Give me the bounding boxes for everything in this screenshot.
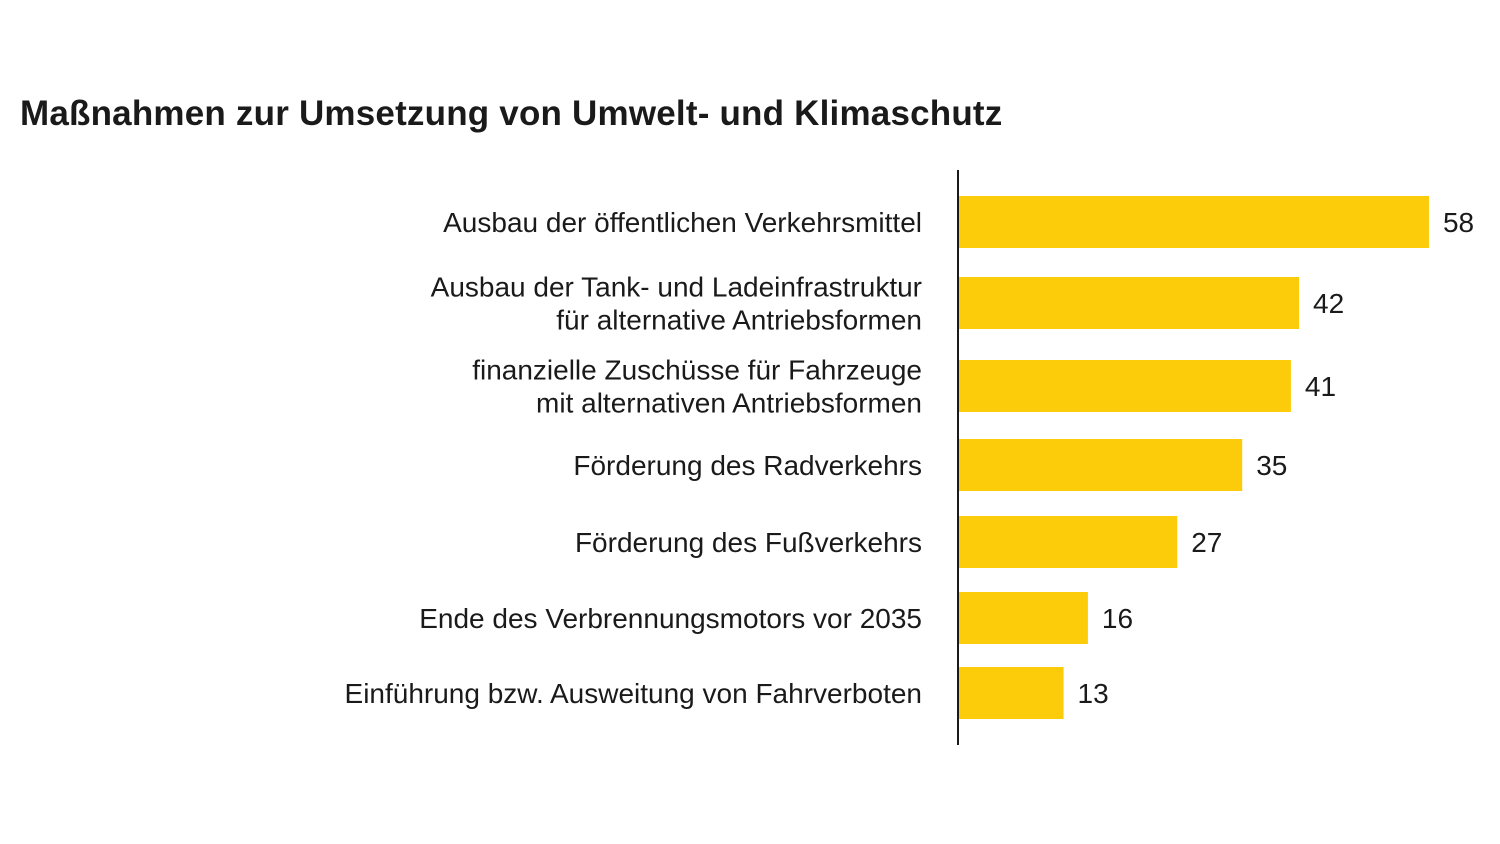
bar-3 — [958, 360, 1291, 412]
category-label-2-line-2: für alternative Antriebsformen — [556, 305, 922, 336]
bar-4 — [958, 439, 1243, 491]
category-label-5: Förderung des Fußverkehrs — [575, 527, 922, 558]
bar-1 — [958, 196, 1429, 248]
bars-layer — [958, 196, 1429, 719]
category-label-1: Ausbau der öffentlichen Verkehrsmittel — [443, 207, 922, 238]
bar-5 — [958, 516, 1178, 568]
category-label-7: Einführung bzw. Ausweitung von Fahrverbo… — [345, 678, 922, 709]
value-label-7: 13 — [1078, 678, 1109, 709]
value-labels: 58 42 41 35 27 16 13 — [1078, 207, 1475, 709]
bar-6 — [958, 592, 1088, 644]
category-labels: Ausbau der öffentlichen Verkehrsmittel Au… — [345, 207, 922, 709]
category-label-2-line-1: Ausbau der Tank- und Ladeinfrastruktur — [431, 272, 922, 303]
value-label-6: 16 — [1102, 603, 1133, 634]
bar-2 — [958, 277, 1300, 329]
bar-7 — [958, 667, 1064, 719]
value-label-2: 42 — [1313, 288, 1344, 319]
value-label-4: 35 — [1256, 450, 1287, 481]
value-label-1: 58 — [1443, 207, 1474, 238]
chart-title: Maßnahmen zur Umsetzung von Umwelt- und … — [20, 94, 1003, 133]
category-label-4: Förderung des Radverkehrs — [573, 450, 922, 481]
value-label-3: 41 — [1305, 371, 1336, 402]
category-label-6: Ende des Verbrennungsmotors vor 2035 — [419, 603, 922, 634]
category-label-3-line-2: mit alternativen Antriebsformen — [536, 388, 922, 419]
category-label-3-line-1: finanzielle Zuschüsse für Fahrzeuge — [472, 355, 922, 386]
value-label-5: 27 — [1191, 527, 1222, 558]
